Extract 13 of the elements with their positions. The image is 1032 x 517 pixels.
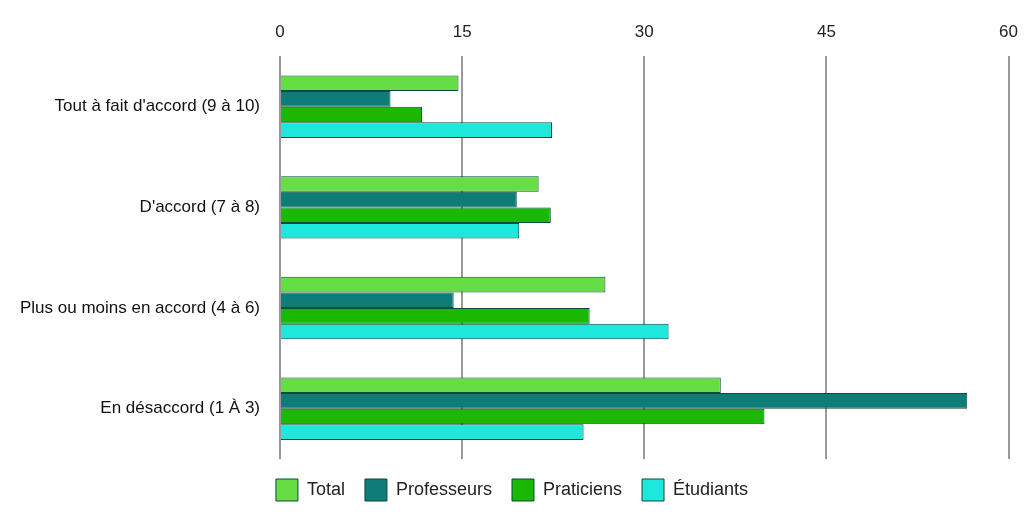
x-tick-label: 45: [816, 21, 836, 41]
x-tick-label: 30: [634, 21, 654, 41]
y-tick-label: Tout à fait d'accord (9 à 10): [54, 96, 261, 116]
y-tick-label: En désaccord (1 À 3): [100, 398, 261, 418]
x-tick-label: 0: [275, 21, 285, 41]
legend-label: Total: [306, 478, 345, 499]
x-tick-label: 15: [452, 21, 472, 41]
legend-label: Professeurs: [395, 478, 492, 499]
y-tick-label: D'accord (7 à 8): [139, 197, 261, 217]
y-tick-label: Plus ou moins en accord (4 à 6): [19, 297, 261, 317]
legend-label: Étudiants: [673, 478, 749, 499]
legend-label: Praticiens: [542, 478, 623, 499]
x-tick-label: 60: [999, 21, 1019, 41]
